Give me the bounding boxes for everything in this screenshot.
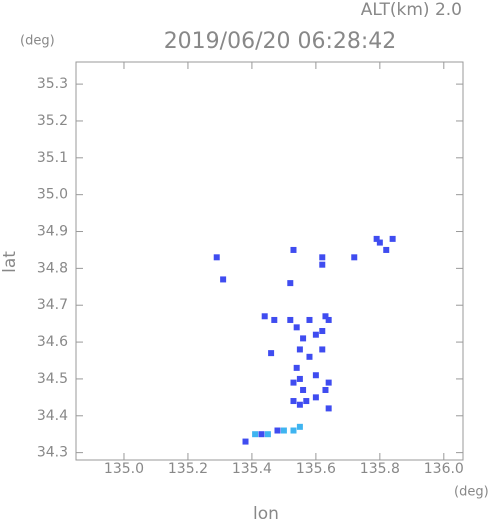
y-axis-label: lat xyxy=(0,251,20,273)
y-tick-label: 34.7 xyxy=(37,297,68,313)
echo xyxy=(252,431,259,438)
echo xyxy=(322,313,329,320)
echo xyxy=(300,335,307,342)
y-tick-label: 34.4 xyxy=(37,408,68,424)
altitude: ALT(km) 2.0 xyxy=(361,0,462,20)
echo xyxy=(296,401,303,408)
echo xyxy=(325,379,332,386)
echo xyxy=(312,331,319,338)
echo xyxy=(296,423,303,430)
echo xyxy=(290,246,297,253)
echo xyxy=(319,346,326,353)
y-tick-label: 35.0 xyxy=(37,187,68,203)
echo xyxy=(319,261,326,268)
y-tick-label: 34.8 xyxy=(37,260,68,276)
x-tick-label: 135.2 xyxy=(168,461,208,477)
echo xyxy=(220,276,227,283)
echo xyxy=(290,379,297,386)
echo xyxy=(261,313,268,320)
echo xyxy=(306,316,313,323)
y-tick-label: 34.3 xyxy=(37,445,68,461)
echo xyxy=(242,438,249,445)
echo xyxy=(290,398,297,405)
echo xyxy=(258,431,265,438)
y-tick-label: 35.2 xyxy=(37,113,68,129)
y-unit: (deg) xyxy=(20,34,55,49)
echo xyxy=(373,235,380,242)
x-tick-label: 135.8 xyxy=(360,461,400,477)
x-unit: (deg) xyxy=(454,485,489,500)
x-tick-label: 136.0 xyxy=(424,461,464,477)
y-tick-label: 35.3 xyxy=(37,76,68,92)
echo xyxy=(280,427,287,434)
y-tick-label: 35.1 xyxy=(37,150,68,166)
echo xyxy=(325,405,332,412)
echo xyxy=(312,394,319,401)
x-tick-label: 135.0 xyxy=(104,461,144,477)
echo xyxy=(290,427,297,434)
echo xyxy=(325,316,332,323)
echo xyxy=(351,254,358,261)
echo xyxy=(287,316,294,323)
chart-title: 2019/06/20 06:28:42 xyxy=(164,29,397,54)
echo xyxy=(383,246,390,253)
echo xyxy=(319,254,326,261)
echo xyxy=(264,431,271,438)
echo xyxy=(389,235,396,242)
echo xyxy=(319,328,326,335)
x-tick-label: 135.6 xyxy=(296,461,336,477)
x-tick-label: 135.4 xyxy=(232,461,272,477)
y-tick-label: 34.6 xyxy=(37,334,68,350)
y-tick-label: 34.9 xyxy=(37,224,68,240)
echo xyxy=(300,386,307,393)
echo xyxy=(293,324,300,331)
x-axis-label: lon xyxy=(253,504,279,521)
echo xyxy=(303,398,310,405)
echo xyxy=(296,375,303,382)
y-tick-label: 34.5 xyxy=(37,371,68,387)
echo xyxy=(376,239,383,246)
echo xyxy=(322,386,329,393)
echo xyxy=(213,254,220,261)
echo xyxy=(293,364,300,371)
echo xyxy=(296,346,303,353)
echo xyxy=(312,372,319,379)
plot-frame xyxy=(75,61,464,461)
echo xyxy=(287,280,294,287)
echo xyxy=(268,350,275,357)
echo xyxy=(306,353,313,360)
echo xyxy=(274,427,281,434)
echo xyxy=(271,316,278,323)
